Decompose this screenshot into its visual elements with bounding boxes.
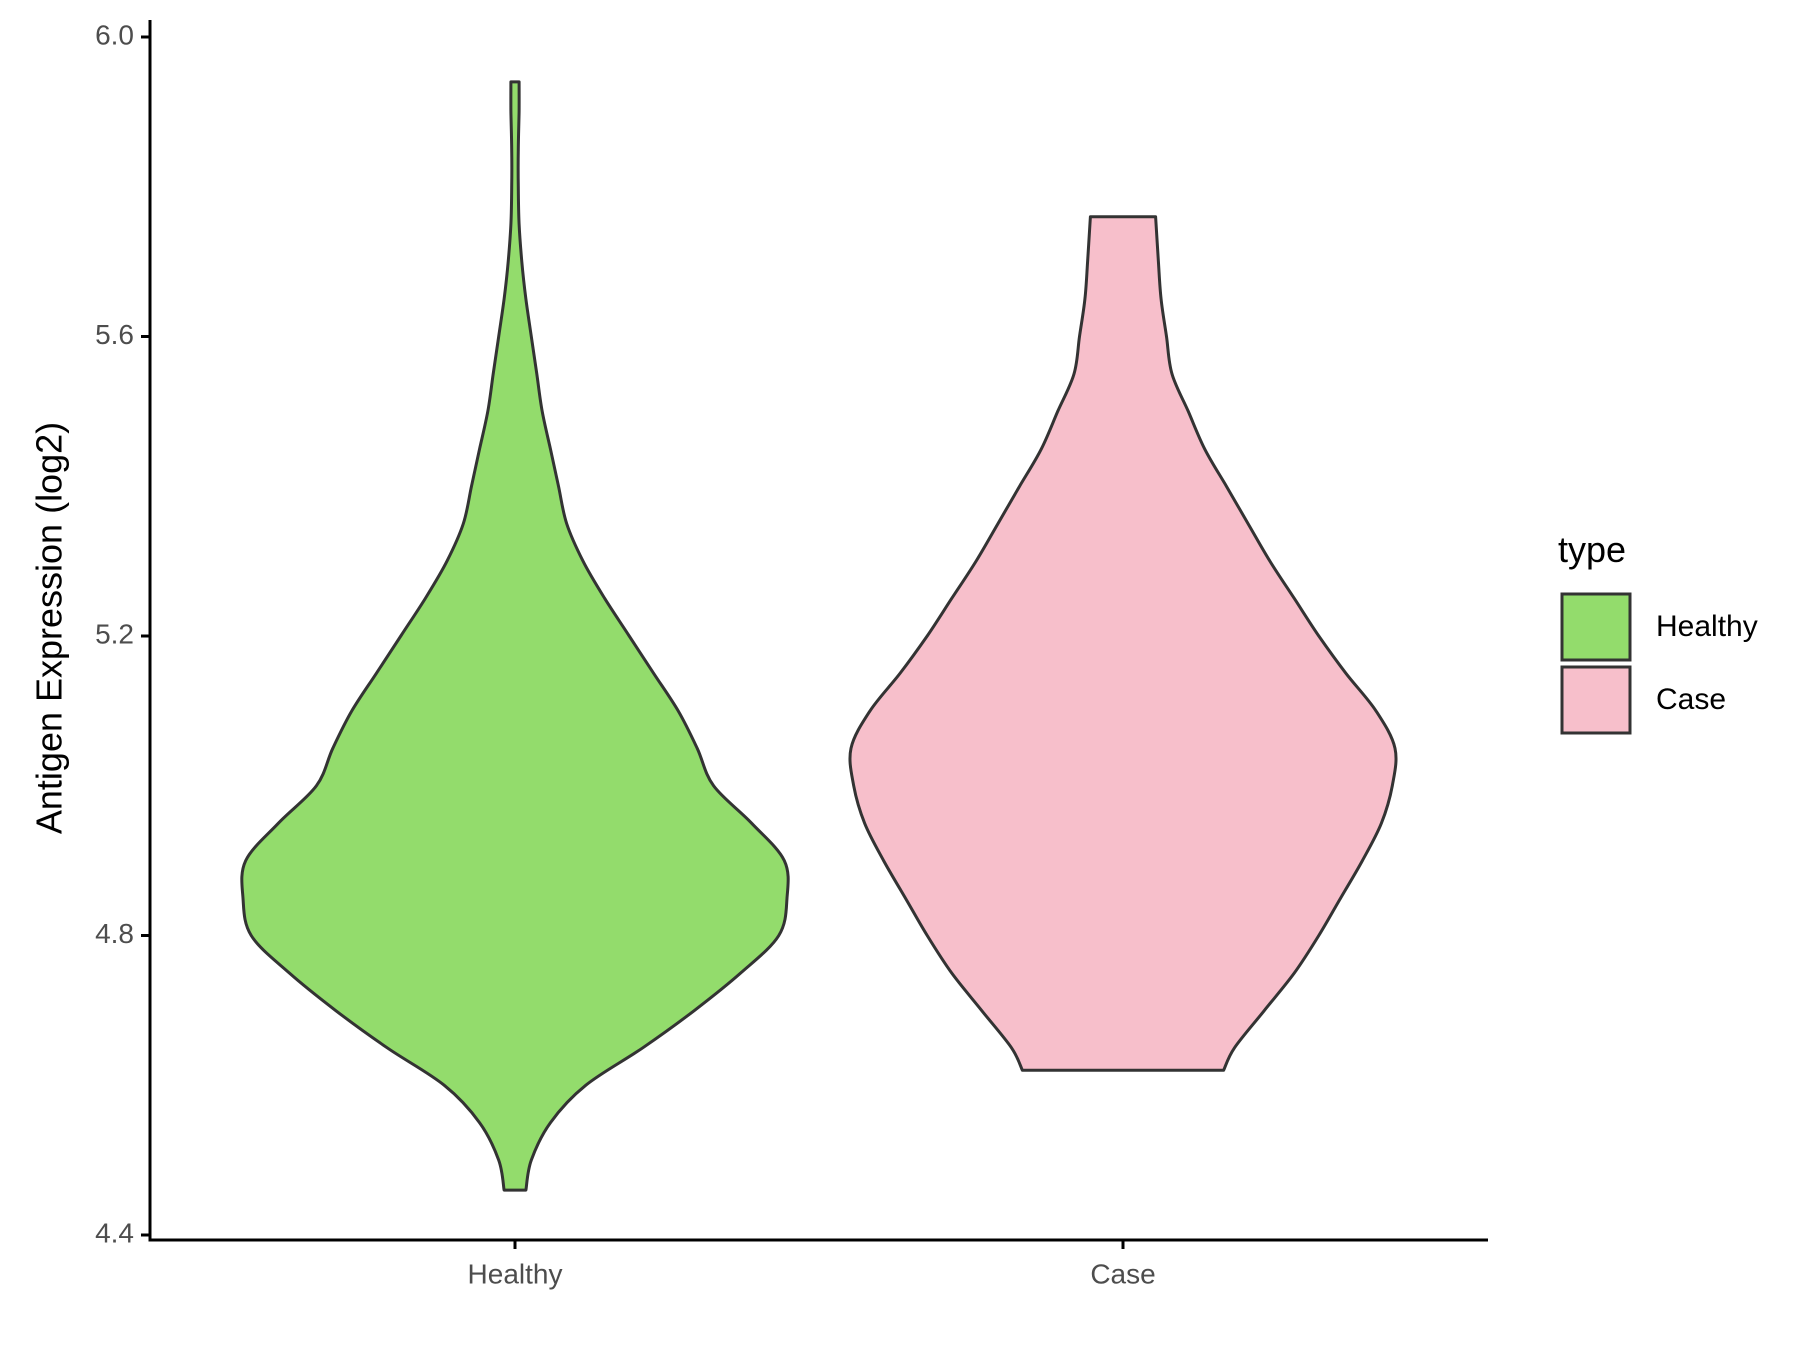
legend-key-case	[1560, 665, 1632, 735]
violin-layer	[240, 80, 1398, 1192]
axes: 4.4 4.8 5.2 5.6 6.0 Healthy Case	[95, 19, 1488, 1289]
violin-healthy	[240, 80, 790, 1192]
y-tick-label: 6.0	[95, 19, 134, 50]
y-tick-label: 5.2	[95, 618, 134, 649]
y-tick-label: 4.4	[95, 1217, 134, 1248]
violin-case	[848, 215, 1398, 1072]
legend-title: type	[1558, 529, 1626, 570]
y-tick-label: 5.6	[95, 319, 134, 350]
legend-label-case: Case	[1656, 683, 1726, 716]
x-ticks: Healthy Case	[468, 1240, 1156, 1289]
legend-label-healthy: Healthy	[1656, 610, 1758, 643]
legend-items: Healthy Case	[1560, 592, 1758, 735]
legend-key-healthy	[1560, 592, 1632, 662]
x-tick-label: Case	[1090, 1258, 1155, 1289]
y-tick-label: 4.8	[95, 918, 134, 949]
legend: type Healthy Case	[1558, 529, 1758, 735]
y-axis-title: Antigen Expression (log2)	[29, 422, 70, 834]
y-ticks: 4.4 4.8 5.2 5.6 6.0	[95, 19, 150, 1248]
x-tick-label: Healthy	[468, 1258, 563, 1289]
